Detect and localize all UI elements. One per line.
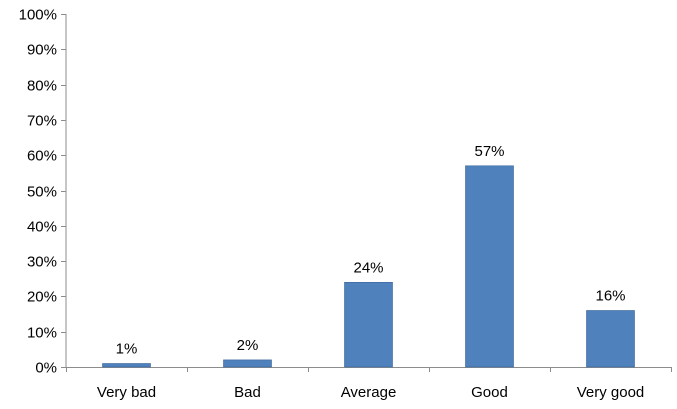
bar-average (344, 281, 393, 368)
y-tick-label: 70% (27, 113, 57, 130)
data-labels: 1% 2% 24% 57% 16% (116, 143, 626, 358)
x-tick-label: Good (471, 384, 508, 401)
y-tick-label: 80% (27, 78, 57, 95)
y-tick-label: 20% (27, 289, 57, 306)
data-label: 57% (474, 143, 504, 160)
y-tick-label: 10% (27, 325, 57, 342)
y-tick-label: 100% (19, 7, 57, 24)
bar-very-good (586, 310, 635, 368)
y-tick-label: 0% (35, 360, 57, 377)
bar-bad (223, 359, 272, 368)
y-tick-label: 90% (27, 42, 57, 59)
bars (102, 165, 635, 368)
data-label: 1% (116, 341, 138, 358)
y-tick-label: 50% (27, 184, 57, 201)
y-axis: 0% 10% 20% 30% 40% 50% 60% 70% 80% 90% 100% (19, 7, 67, 377)
y-tick-label: 40% (27, 219, 57, 236)
bar-good (465, 165, 514, 368)
data-label: 24% (353, 259, 383, 276)
data-label: 2% (237, 337, 259, 354)
x-tick-label: Average (341, 384, 397, 401)
y-tick-label: 60% (27, 148, 57, 165)
x-tick-label: Very good (577, 384, 645, 401)
y-tick-label: 30% (27, 254, 57, 271)
x-axis: Very bad Bad Average Good Very good (66, 367, 672, 401)
x-tick-label: Very bad (97, 384, 156, 401)
bar-very-bad (102, 363, 151, 368)
x-tick-label: Bad (234, 384, 261, 401)
data-label: 16% (595, 288, 625, 305)
